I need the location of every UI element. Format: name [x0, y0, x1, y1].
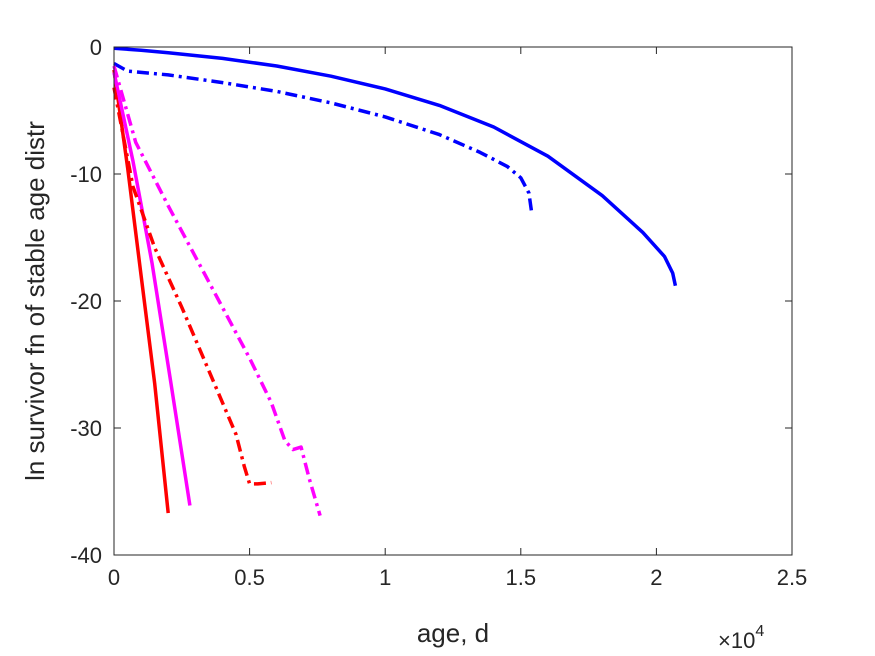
y-tick-label: -10 [70, 162, 102, 187]
x-axis-exponent: ×104 [718, 623, 764, 653]
x-axis-exponent-base: ×10 [718, 628, 755, 653]
y-axis-ticks: 0 -10 -20 -30 -40 [70, 35, 792, 568]
x-tick-label: 1.5 [506, 565, 537, 590]
y-axis-label: ln survivor fn of stable age distr [20, 121, 50, 481]
series-line-3 [112, 69, 170, 514]
x-axis-exponent-power: 4 [755, 623, 764, 640]
x-axis-label: age, d [417, 618, 489, 648]
y-tick-label: 0 [90, 35, 102, 60]
series-line-4 [112, 72, 192, 506]
series-line-6 [112, 65, 322, 517]
x-tick-label: 0.5 [234, 565, 265, 590]
x-tick-label: 2 [650, 565, 662, 590]
series-line-1 [113, 46, 678, 287]
y-tick-label: -30 [70, 416, 102, 441]
y-tick-label: -40 [70, 543, 102, 568]
x-tick-label: 1 [379, 565, 391, 590]
series-layer [112, 46, 678, 517]
plot-area-background [114, 47, 792, 555]
x-axis-ticks: 0 0.5 1 1.5 2 2.5 [108, 47, 807, 590]
y-tick-label: -20 [70, 289, 102, 314]
x-tick-label: 0 [108, 565, 120, 590]
series-line-5 [112, 87, 272, 486]
x-tick-label: 2.5 [777, 565, 808, 590]
series-line-2 [113, 61, 534, 213]
